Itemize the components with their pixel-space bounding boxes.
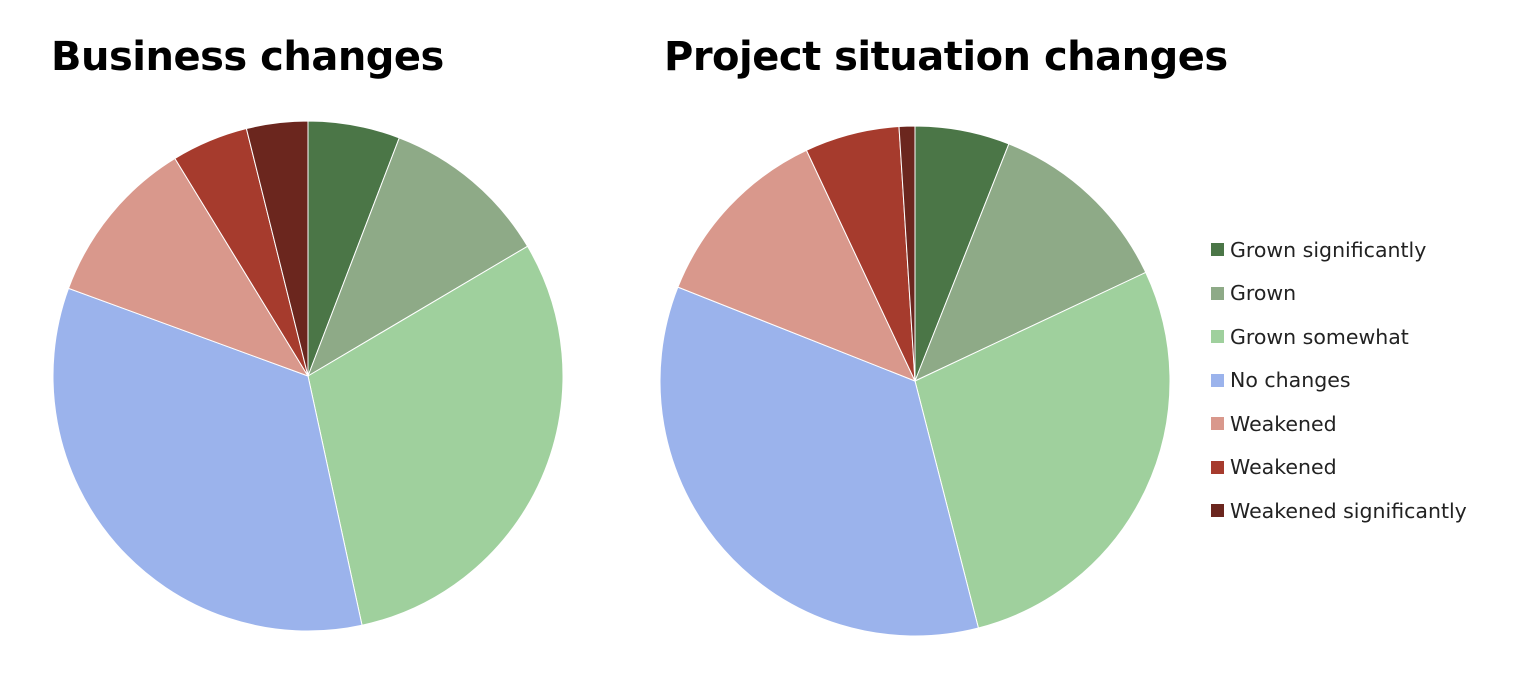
pie-business-changes: [52, 120, 564, 632]
pie-slice-weakened: [67, 157, 310, 377]
legend-swatch: [1211, 330, 1224, 344]
chart-title-project: Project situation changes: [664, 34, 1228, 80]
pie-slice-no-changes: [659, 286, 980, 637]
legend-swatch: [1211, 460, 1224, 474]
legend-label: Weakened: [1230, 411, 1337, 436]
pie-project-situation-changes: [659, 125, 1171, 637]
pie-slice-grown-somewhat: [914, 271, 1171, 629]
legend-item: Weakened significantly: [1211, 489, 1529, 533]
legend-item: Grown: [1211, 272, 1529, 316]
legend-item: No changes: [1211, 359, 1529, 403]
pie-slice-grown-somewhat: [307, 245, 564, 626]
legend-swatch: [1211, 286, 1224, 300]
legend-item: Grown somewhat: [1211, 315, 1529, 359]
pie-slice-weakened: [677, 149, 916, 382]
pie-slice-weakened-significantly: [245, 120, 309, 377]
legend-swatch: [1211, 243, 1224, 257]
legend-label: Grown somewhat: [1230, 324, 1409, 349]
legend-label: Grown: [1230, 281, 1297, 306]
legend-swatch: [1211, 504, 1224, 518]
legend-label: Weakened: [1230, 455, 1337, 480]
legend-item: Weakened: [1211, 402, 1529, 446]
legend-label: No changes: [1230, 368, 1351, 393]
chart-title-business: Business changes: [51, 34, 444, 80]
legend: Grown significantly Grown Grown somewhat…: [1211, 228, 1529, 533]
legend-swatch: [1211, 373, 1224, 387]
legend-label: Weakened significantly: [1230, 498, 1467, 523]
pie-slice-grown: [307, 137, 529, 378]
legend-swatch: [1211, 417, 1224, 431]
legend-label: Grown significantly: [1230, 237, 1427, 262]
legend-item: Grown significantly: [1211, 228, 1529, 272]
pie-slice-weakened-significantly: [898, 125, 916, 382]
legend-item: Weakened: [1211, 446, 1529, 490]
pie-slice-grown: [914, 143, 1147, 382]
pie-slice-no-changes: [52, 287, 363, 632]
